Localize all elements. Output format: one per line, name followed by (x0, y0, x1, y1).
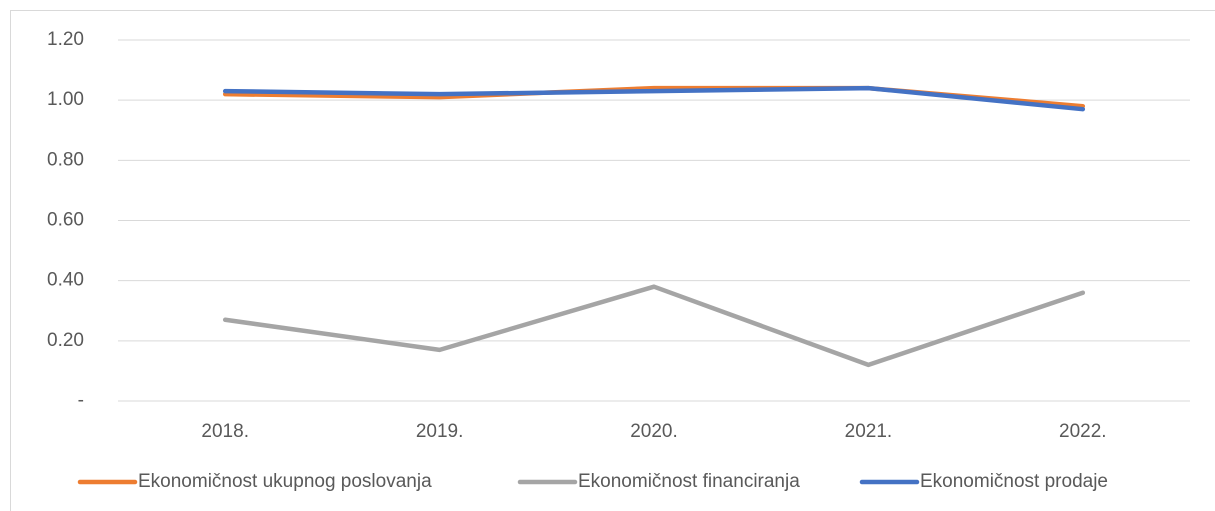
legend-label: Ekonomičnost prodaje (920, 471, 1108, 492)
legend-label: Ekonomičnost financiranja (578, 471, 800, 492)
x-tick-label: 2021. (845, 421, 893, 442)
y-tick-label: 0.20 (47, 330, 84, 351)
legend-label: Ekonomičnost ukupnog poslovanja (138, 471, 432, 492)
y-tick-label: - (78, 390, 84, 411)
chart-border (10, 10, 1215, 511)
x-tick-label: 2022. (1059, 421, 1107, 442)
x-tick-label: 2018. (201, 421, 249, 442)
x-tick-label: 2020. (630, 421, 678, 442)
y-tick-label: 1.00 (47, 89, 84, 110)
series-line (222, 284, 1086, 368)
y-tick-label: 0.80 (47, 149, 84, 170)
y-tick-label: 0.40 (47, 270, 84, 291)
y-tick-label: 0.60 (47, 210, 84, 231)
series-line (222, 85, 1086, 112)
x-tick-label: 2019. (416, 421, 464, 442)
y-tick-label: 1.20 (47, 29, 84, 50)
